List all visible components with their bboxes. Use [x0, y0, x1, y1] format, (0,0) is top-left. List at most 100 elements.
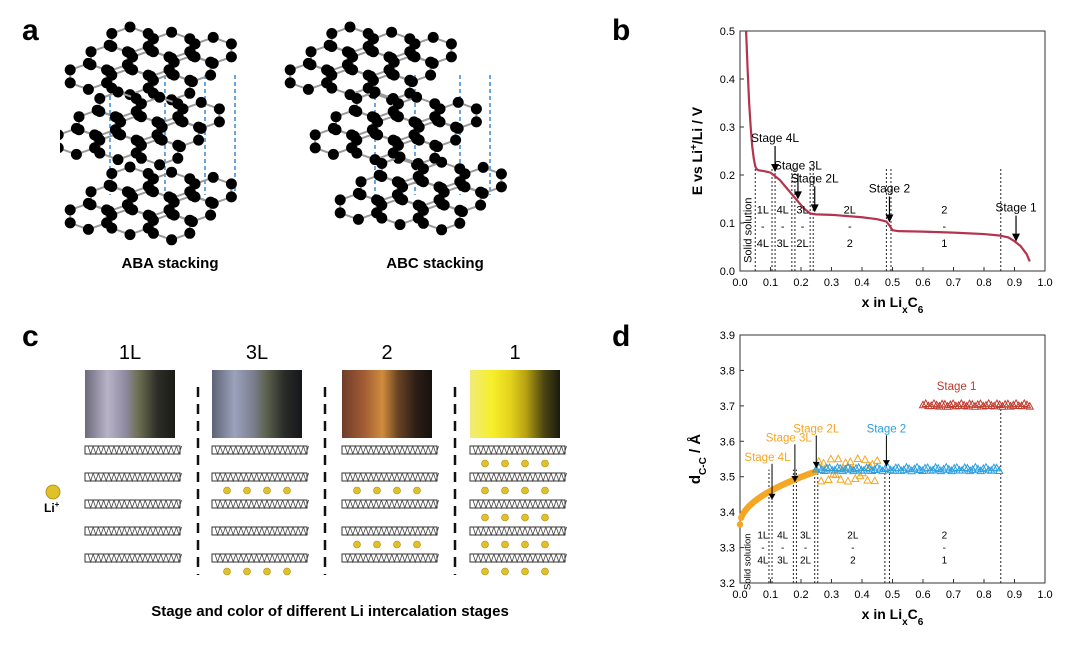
- graphene-bond: [540, 553, 547, 564]
- graphene-bond: [251, 445, 257, 456]
- graphene-bond: [417, 526, 424, 537]
- graphene-bond: [381, 553, 387, 564]
- carbon-atom: [225, 51, 237, 63]
- carbon-atom: [124, 229, 136, 241]
- d-blue-triangle: [949, 463, 959, 472]
- graphene-bond: [113, 499, 120, 510]
- carbon-atom: [425, 69, 437, 81]
- carbon-atom: [386, 68, 398, 80]
- graphene-bond: [103, 553, 110, 564]
- panel-d-label: d: [612, 320, 631, 353]
- d-blue-triangle: [870, 464, 879, 473]
- d-x-tick-label: 0.1: [763, 589, 778, 601]
- carbon-atom: [147, 74, 159, 86]
- graphene-bond: [381, 526, 387, 537]
- graphene-bond: [303, 526, 309, 537]
- b-stage-label: Stage 2: [869, 181, 911, 195]
- li-ion: [521, 459, 529, 468]
- carbon-atom: [348, 104, 360, 116]
- graphene-bond: [344, 499, 351, 510]
- li-ion: [283, 567, 291, 576]
- graphene-bond: [365, 499, 372, 510]
- carbon-atom: [135, 98, 147, 110]
- stage-title-1l: 1L: [118, 342, 142, 364]
- d-blue-triangle: [851, 463, 861, 472]
- graphene-bond: [113, 472, 120, 483]
- graphene-bond: [160, 445, 167, 456]
- carbon-atom: [351, 93, 363, 104]
- graphene-bond: [251, 526, 257, 537]
- graphene-bond: [472, 472, 479, 483]
- carbon-atom: [352, 213, 364, 225]
- carbon-atom: [186, 190, 198, 202]
- d-region-label: -: [781, 543, 784, 554]
- graphene-bond: [498, 445, 505, 456]
- graphene-bond: [370, 526, 377, 537]
- carbon-atom: [64, 217, 76, 229]
- graphene-sheet: [84, 499, 182, 510]
- graphene-bond: [134, 526, 141, 537]
- carbon-atom: [225, 178, 237, 190]
- graphene-bond: [396, 553, 403, 564]
- carbon-atom: [406, 50, 418, 62]
- graphene-bond: [245, 445, 252, 456]
- graphene-bond: [365, 445, 372, 456]
- carbon-atom: [124, 161, 136, 173]
- carbon-atom: [372, 116, 384, 128]
- graphene-bond: [113, 526, 120, 537]
- carbon-atom: [70, 148, 82, 160]
- graphene-bond: [529, 526, 536, 537]
- graphene-bond: [407, 553, 413, 564]
- d-blue-triangle: [978, 463, 988, 472]
- graphene-bond: [214, 472, 221, 483]
- graphene-bond: [540, 472, 547, 483]
- d-orange-triangle: [831, 470, 841, 479]
- graphene-bond: [396, 445, 403, 456]
- carbon-atom: [145, 184, 157, 196]
- graphene-bond: [230, 445, 237, 456]
- graphene-bond: [235, 445, 242, 456]
- carbon-atom: [367, 74, 379, 86]
- li-ion: [263, 567, 271, 576]
- graphene-bond: [144, 499, 151, 510]
- graphene-bond: [113, 445, 120, 456]
- graphene-bond: [129, 499, 136, 510]
- carbon-atom: [302, 83, 314, 95]
- carbon-atom: [355, 176, 367, 188]
- graphene-bond: [381, 499, 387, 510]
- graphene-bond: [292, 553, 299, 564]
- graphene-bond: [519, 526, 526, 537]
- panel-c-graphene-layers: [45, 380, 567, 576]
- carbon-atom: [60, 142, 64, 154]
- graphene-bond: [396, 526, 403, 537]
- carbon-atom: [135, 152, 147, 164]
- li-ion: [283, 486, 291, 495]
- carbon-atom: [326, 28, 338, 39]
- b-region-label: 1: [941, 238, 947, 250]
- graphene-bond: [514, 526, 521, 537]
- graphene-bond: [155, 472, 162, 483]
- graphene-bond: [493, 526, 500, 537]
- carbon-atom: [64, 64, 76, 76]
- graphene-bond: [176, 445, 182, 456]
- li-ion: [501, 459, 509, 468]
- graphene-bond: [412, 553, 419, 564]
- graphene-bond: [225, 445, 231, 456]
- b-region-label: 2L: [844, 204, 856, 216]
- carbon-atom: [394, 151, 406, 163]
- d-blue-triangle: [899, 465, 909, 474]
- graphene-bond: [477, 472, 484, 483]
- d-orange-triangle: [846, 457, 855, 466]
- graphene-bond: [303, 472, 309, 483]
- graphene-bond: [477, 526, 484, 537]
- graphene-bond: [150, 499, 156, 510]
- carbon-atom: [411, 133, 423, 145]
- graphene-bond: [529, 553, 536, 564]
- carbon-atom: [394, 193, 406, 205]
- carbon-atom: [189, 178, 201, 190]
- li-ion: [393, 540, 401, 549]
- carbon-atom: [106, 209, 118, 221]
- graphene-bond: [297, 472, 304, 483]
- d-x-tick-label: 0.9: [1007, 589, 1022, 601]
- d-region-label: -: [943, 543, 946, 554]
